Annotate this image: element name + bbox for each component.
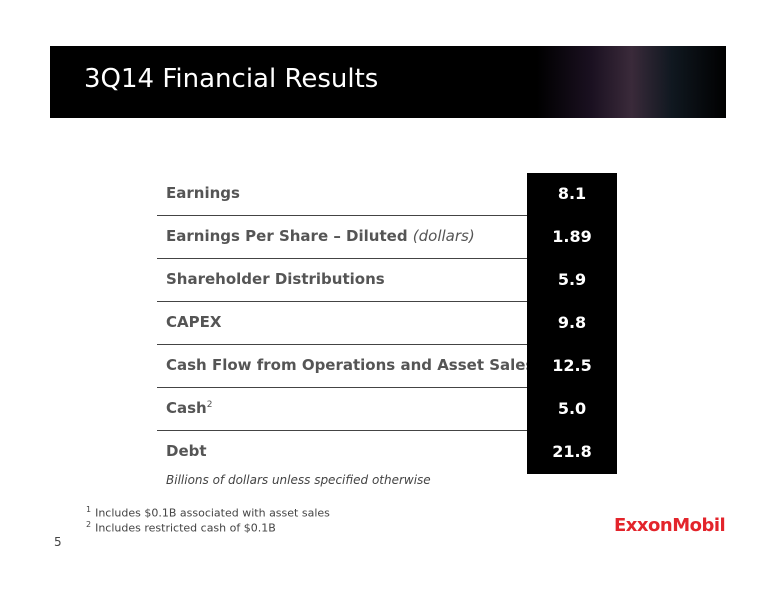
table-row: CAPEX 9.8	[157, 302, 617, 345]
page-number: 5	[54, 535, 62, 549]
row-label: CAPEX	[166, 313, 222, 331]
row-label-cell: Shareholder Distributions	[166, 270, 385, 288]
table-row: Earnings Per Share – Diluted (dollars) 1.…	[157, 216, 617, 259]
table-row: Earnings 8.1	[157, 173, 617, 216]
table-row: Debt 21.8	[157, 431, 617, 474]
results-table: Earnings 8.1 Earnings Per Share – Diluted …	[157, 173, 617, 474]
row-label: Earnings	[166, 184, 240, 202]
row-value: 12.5	[527, 345, 617, 388]
row-label-cell: Cash2	[166, 399, 212, 417]
row-label-cell: CAPEX	[166, 313, 221, 331]
logo: ExxonMobil	[614, 515, 726, 536]
table-row: Cash Flow from Operations and Asset Sale…	[157, 345, 617, 388]
row-label: Earnings Per Share – Diluted	[166, 227, 408, 245]
row-value: 21.8	[527, 431, 617, 474]
row-label-cell: Earnings	[166, 184, 240, 202]
footnote: 2 Includes restricted cash of $0.1B	[86, 520, 276, 535]
footnote-ref: 2	[206, 400, 213, 410]
footnote: 1 Includes $0.1B associated with asset sa…	[86, 505, 330, 520]
table-row: Cash2 5.0	[157, 388, 617, 431]
row-value: 9.8	[527, 302, 617, 345]
table-caption: Billions of dollars unless specified oth…	[166, 473, 431, 487]
footnote-marker: 2	[86, 520, 92, 529]
row-note: (dollars)	[412, 227, 475, 245]
row-value: 5.0	[527, 388, 617, 431]
header-band: 3Q14 Financial Results	[50, 46, 726, 118]
row-label-cell: Debt	[166, 442, 207, 460]
row-value: 5.9	[527, 259, 617, 302]
footnote-text: Includes restricted cash of $0.1B	[95, 521, 276, 535]
row-label: Debt	[166, 442, 207, 460]
row-label-cell: Earnings Per Share – Diluted (dollars)	[166, 227, 475, 245]
row-label: Shareholder Distributions	[166, 270, 385, 288]
footnote-text: Includes $0.1B associated with asset sal…	[95, 506, 330, 520]
row-label-cell: Cash Flow from Operations and Asset Sale…	[166, 356, 540, 374]
table-row: Shareholder Distributions 5.9	[157, 259, 617, 302]
title: 3Q14 Financial Results	[84, 64, 379, 94]
row-label: Cash Flow from Operations and Asset Sale…	[166, 356, 535, 374]
row-value: 1.89	[527, 216, 617, 259]
row-value: 8.1	[527, 173, 617, 216]
row-label: Cash	[166, 399, 207, 417]
footnote-marker: 1	[86, 505, 92, 514]
